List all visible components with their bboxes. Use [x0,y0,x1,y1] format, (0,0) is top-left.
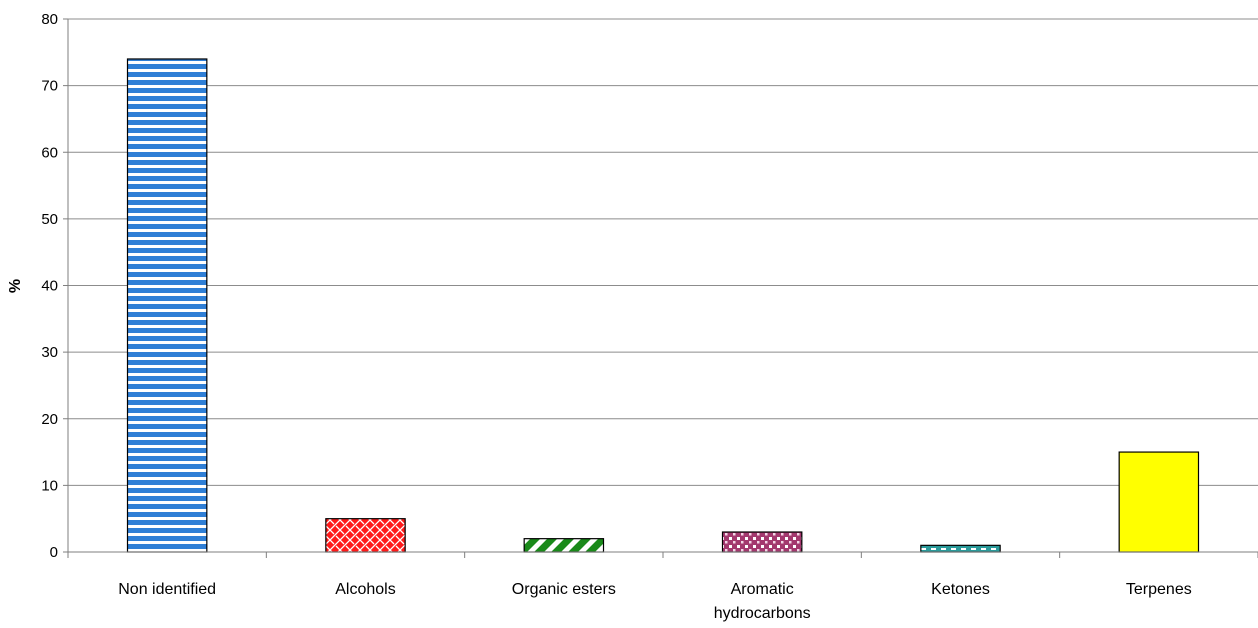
x-category-label-line: Aromatic [731,581,794,598]
y-tick-label: 50 [41,211,58,228]
bar [1118,451,1200,553]
x-category-label-line: Non identified [118,581,216,598]
y-tick-label: 10 [41,477,58,494]
y-tick-label: 80 [41,11,58,28]
bars [126,58,1200,553]
y-tick-label: 70 [41,78,58,95]
y-axis-label: % [7,279,24,293]
y-tick-label: 20 [41,411,58,428]
x-category-label-line: Organic esters [512,581,616,598]
x-category-label: Alcohols [335,581,395,598]
y-tick-labels: 0 10 20 30 40 50 60 70 80 [41,11,58,561]
bar [721,531,803,553]
bar [325,518,406,553]
x-category-label: Aromatic hydrocarbons [714,581,811,622]
y-tick-label: 0 [50,544,58,561]
y-tick-label: 30 [41,344,58,361]
axes [63,18,1258,558]
x-category-label: Organic esters [512,581,616,598]
bar [920,544,1001,553]
gridlines [68,18,1258,486]
x-category-label-line: Terpenes [1126,581,1192,598]
x-category-label: Terpenes [1126,581,1192,598]
x-category-label: Non identified [118,581,216,598]
x-category-label-line: Alcohols [335,581,395,598]
bar [126,58,208,553]
y-tick-label: 60 [41,144,58,161]
bar [523,538,605,553]
y-tick-label: 40 [41,278,58,295]
x-category-label-line: Ketones [931,581,990,598]
x-category-labels: Non identified Alcohols Organic esters Arom… [118,581,1192,622]
x-category-label: Ketones [931,581,990,598]
x-category-label-line: hydrocarbons [714,605,811,622]
